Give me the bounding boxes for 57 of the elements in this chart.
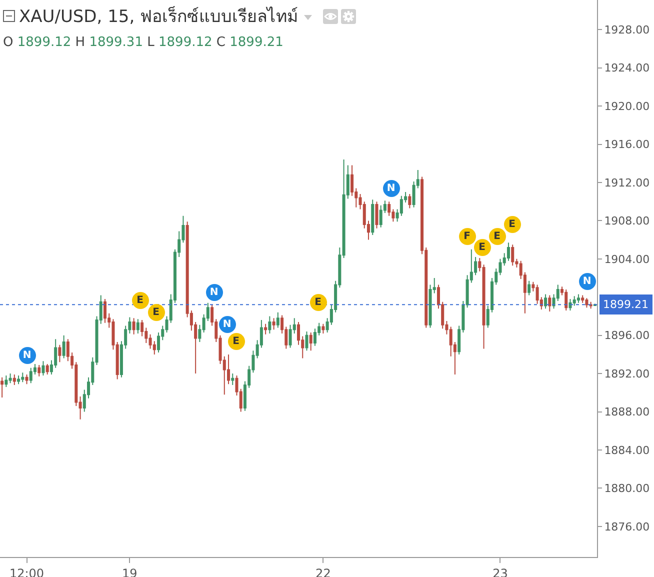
candlestick	[371, 199, 374, 236]
y-tick-label: 1916.00	[604, 138, 650, 152]
y-tick-label: 1896.00	[604, 329, 650, 342]
candlestick	[568, 298, 572, 312]
candlestick	[21, 372, 24, 383]
candlestick	[264, 323, 268, 335]
y-tick-label: 1876.00	[604, 520, 650, 534]
candlestick	[272, 318, 276, 330]
candlestick	[576, 294, 580, 304]
candlestick	[8, 373, 12, 384]
y-tick-label: 1880.00	[604, 482, 650, 496]
candlestick	[379, 204, 382, 228]
candlestick	[548, 294, 552, 312]
y-tick-label: 1912.00	[604, 176, 650, 190]
candlestick	[544, 294, 548, 310]
y-tick-label: 1892.00	[604, 367, 650, 380]
candlestick	[305, 331, 308, 352]
candlestick	[276, 312, 280, 328]
x-tick-label: 22	[316, 566, 331, 577]
candlestick	[38, 364, 41, 377]
candlestick	[58, 344, 62, 363]
candlestick	[408, 193, 412, 209]
candlestick	[322, 323, 325, 334]
y-tick-label: 1904.00	[604, 252, 650, 266]
candlestick	[581, 294, 584, 304]
candlestick	[585, 298, 588, 308]
candlestick	[268, 316, 272, 334]
candlestick	[42, 360, 45, 376]
candlestick	[103, 298, 106, 324]
chart-title: XAU/USD, 15, ฟอเร็กซ์แบบเรียลไทม์	[19, 4, 298, 27]
candlestick	[528, 280, 531, 296]
candlestick	[29, 367, 32, 384]
y-tick-label: 1908.00	[604, 214, 650, 228]
candlestick	[511, 244, 514, 266]
candlestick	[572, 296, 576, 306]
ref-line-label: 1899.21	[603, 298, 648, 311]
candlestick	[0, 376, 4, 398]
text: O 1899.12 H 1899.31 L 1899.12 C 1899.21	[3, 35, 284, 50]
y-tick-label: 1920.00	[604, 100, 650, 113]
candlestick	[17, 374, 20, 385]
y-tick-label: 1888.00	[604, 406, 650, 419]
candlestick	[62, 334, 66, 359]
candlestick	[136, 318, 140, 334]
candlestick	[309, 332, 312, 352]
candlestick	[4, 374, 8, 388]
y-tick-label: 1884.00	[604, 444, 650, 457]
candlestick	[589, 301, 592, 310]
candlestick	[231, 373, 234, 386]
y-tick-label: 1924.00	[604, 62, 650, 75]
y-tick-label: 1928.00	[604, 23, 650, 36]
candlestick	[506, 242, 510, 262]
candlestick	[564, 288, 568, 312]
candlestick	[132, 318, 136, 335]
candlestick	[46, 364, 49, 376]
candlestick	[12, 374, 16, 386]
candlestick	[375, 201, 378, 229]
candlestick	[25, 374, 28, 385]
